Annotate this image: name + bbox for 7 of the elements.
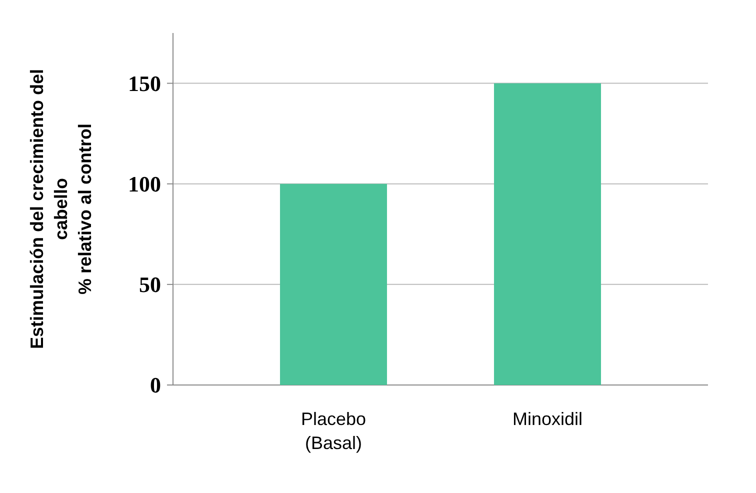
y-axis-title: Estimulación del crecimiento del cabello % relativo al control [27,68,95,350]
y-tick-label: 150 [128,70,161,96]
y-tick-label: 100 [128,172,161,197]
y-tick-label: 0 [150,372,161,398]
x-tick-label: Placebo (Basal) [300,409,366,453]
y-tick-label: 50 [139,272,161,298]
x-tick-label: Minoxidil [512,409,583,429]
